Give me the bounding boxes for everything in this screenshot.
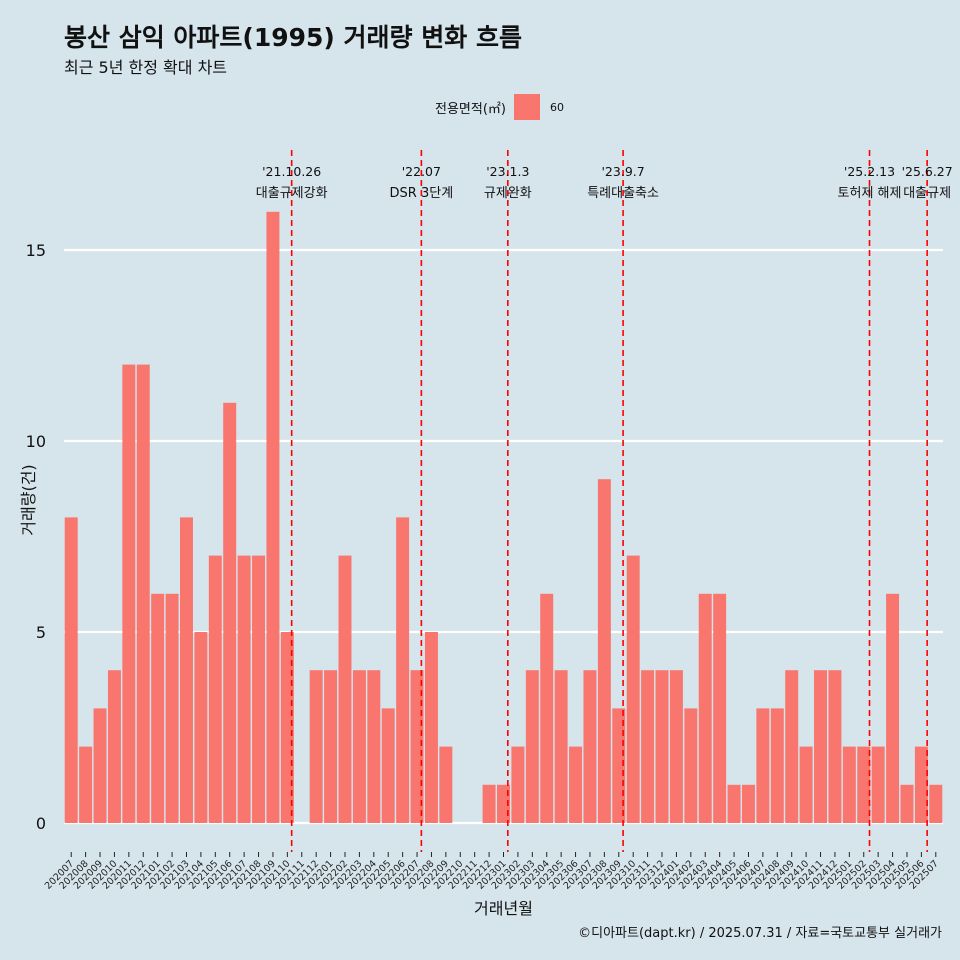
bar [439,746,453,823]
bar [886,593,900,823]
event-date-label: '25.2.13 [844,164,895,179]
bar [309,670,323,823]
bar [828,670,842,823]
bar [165,593,179,823]
bar [900,784,914,823]
legend-title: 전용면적(㎡) [435,101,506,117]
bar [569,746,583,823]
bar [641,670,655,823]
source-caption: ©디아파트(dapt.kr) / 2025.07.31 / 자료=국토교통부 실… [578,926,942,941]
bar [424,632,438,823]
bar [684,708,698,823]
bar [597,479,611,823]
bar [626,555,640,823]
legend: 전용면적(㎡) 60 [435,94,564,120]
bar [914,746,928,823]
bar [194,632,208,823]
bar [511,746,525,823]
event-date-label: '25.6.27 [902,164,953,179]
bar [583,670,597,823]
bar [814,670,828,823]
bar [352,670,366,823]
bar [64,517,78,823]
y-tick-label: 10 [26,432,46,451]
chart-subtitle: 최근 5년 한정 확대 차트 [64,58,228,77]
y-tick-label: 5 [36,623,46,642]
bar [410,670,424,823]
bar [669,670,683,823]
event-label: 대출규제강화 [256,186,328,201]
y-axis-label: 거래량(건) [19,464,38,535]
bar [741,784,755,823]
event-label: 대출규제 [903,186,951,201]
event-date-label: '23.9.7 [602,164,645,179]
bar [367,670,381,823]
bar [554,670,568,823]
bar [799,746,813,823]
bar [381,708,395,823]
bar [525,670,539,823]
bar [179,517,193,823]
bar [136,364,150,823]
bar [208,555,222,823]
bar [79,746,93,823]
y-tick-label: 0 [36,814,46,833]
bar [727,784,741,823]
event-label: 특례대출축소 [587,186,659,201]
bar [497,784,510,823]
bar [857,746,871,823]
bar [770,708,784,823]
bar [540,593,554,823]
event-label: 토허제 해제 [838,186,902,201]
event-date-label: '21.10.26 [262,164,321,179]
y-tick-label: 15 [26,241,46,260]
bar [338,555,352,823]
x-axis-label: 거래년월 [474,899,533,918]
bar [252,555,266,823]
legend-item-label: 60 [549,100,564,114]
event-date-label: '23.1.3 [486,164,529,179]
bar [482,784,496,823]
bar [698,593,712,823]
bar [871,746,885,823]
bar [107,670,121,823]
event-label: DSR 3단계 [390,186,454,201]
bar [842,746,856,823]
bar [785,670,799,823]
bar [396,517,410,823]
chart-title: 봉산 삼익 아파트(1995) 거래량 변화 흐름 [64,23,522,52]
bar [93,708,107,823]
event-date-label: '22.07 [402,164,441,179]
bar [237,555,251,823]
bar [655,670,669,823]
bar [151,593,165,823]
bar [223,402,237,823]
bar [122,364,136,823]
bar [266,211,280,824]
event-label: 규제완화 [484,186,532,201]
bar [612,708,626,823]
bar [324,670,338,823]
legend-swatch [513,94,540,120]
bar [929,784,943,823]
bar [713,593,727,823]
bar [280,632,294,823]
bar [756,708,770,823]
